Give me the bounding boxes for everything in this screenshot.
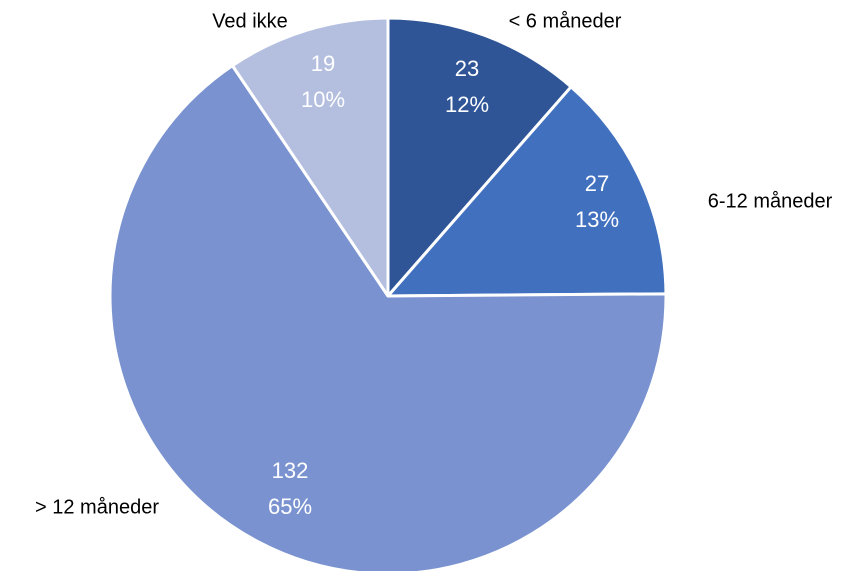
pie-slice [230,16,390,298]
pie-slice [386,16,573,298]
category-label: > 12 måneder [35,496,159,518]
category-label: < 6 måneder [509,10,622,32]
category-label: 6-12 måneder [708,190,833,212]
percent-label: 10% [301,87,345,112]
value-label: 23 [455,56,479,81]
value-label: 27 [585,171,609,196]
value-label: 19 [311,51,335,76]
percent-label: 13% [575,207,619,232]
value-label: 132 [272,458,309,483]
pie-slice [386,85,668,298]
percent-label: 65% [268,494,312,519]
category-label: Ved ikke [212,10,288,32]
pie-slice [108,64,668,571]
percent-label: 12% [445,92,489,117]
